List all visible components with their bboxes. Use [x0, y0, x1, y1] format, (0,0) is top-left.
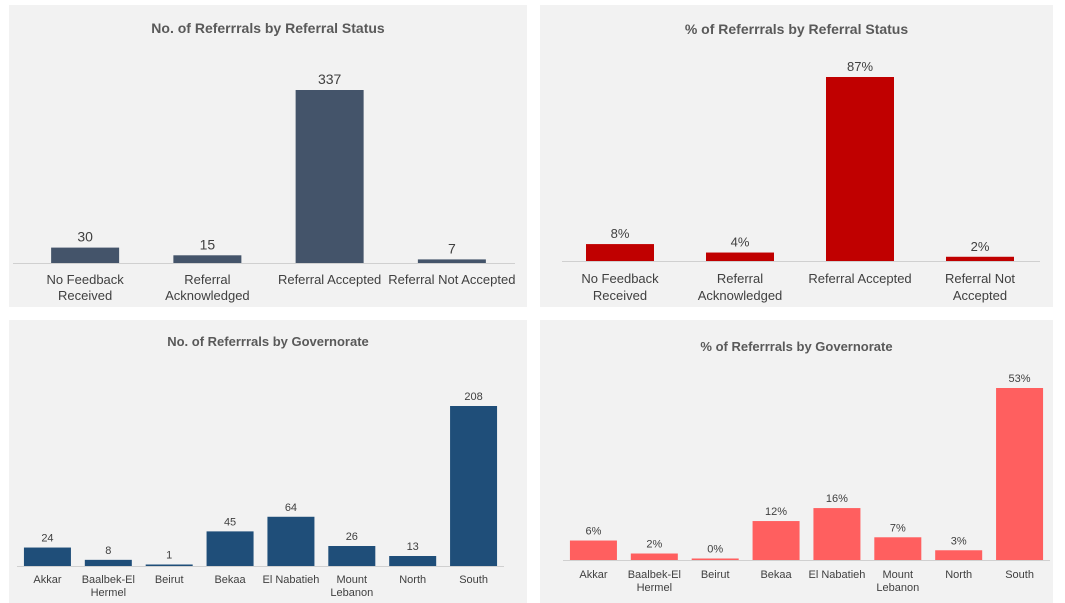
data-label: 2%: [646, 539, 662, 551]
data-label: 12%: [765, 506, 787, 518]
data-label: 0%: [707, 544, 723, 556]
data-label: 208: [464, 391, 482, 403]
bar: [996, 388, 1044, 560]
chart-title: No. of Referrrals by Governorate: [167, 334, 369, 349]
bar: [206, 531, 254, 566]
bar: [23, 547, 71, 566]
bar: [630, 553, 678, 560]
chart-status-percent: % of Referrrals by Referral Status 8% No F…: [562, 21, 1040, 303]
data-label: 53%: [1009, 373, 1031, 385]
category-label: El Nabatieh: [809, 569, 866, 581]
chart-panel-governorate-count: No. of Referrrals by Governorate 24 Akkar 8…: [9, 320, 527, 603]
category-label: Referral Acknowledged: [165, 272, 250, 303]
data-label: 30: [77, 229, 93, 245]
category-label: Mount Lebanon: [876, 569, 919, 594]
category-label: North: [399, 574, 426, 586]
bar: [752, 521, 800, 560]
bar: [569, 540, 617, 560]
data-label: 8: [105, 545, 111, 557]
data-label: 26: [346, 531, 358, 543]
data-label: 8%: [611, 226, 630, 241]
category-label: Akkar: [579, 569, 607, 581]
category-label: Beirut: [701, 569, 730, 581]
data-label: 16%: [826, 493, 848, 505]
chart-title: % of Referrrals by Governorate: [700, 339, 892, 354]
category-label: Referral Accepted: [278, 272, 381, 287]
bar: [389, 556, 437, 566]
category-label: Baalbek-El Hermel: [628, 569, 681, 594]
data-label: 6%: [585, 526, 601, 538]
category-label: Mount Lebanon: [330, 574, 373, 599]
chart-panel-status-percent: % of Referrrals by Referral Status 8% No F…: [540, 5, 1053, 307]
category-label: No Feedback Received: [581, 271, 659, 303]
category-label: South: [459, 574, 488, 586]
category-label: Bekaa: [760, 569, 792, 581]
category-label: Akkar: [33, 574, 61, 586]
category-label: Beirut: [155, 574, 184, 586]
category-label: Referral Acknowledged: [698, 271, 783, 303]
category-label: No Feedback Received: [46, 272, 124, 303]
data-label: 7: [448, 240, 456, 256]
data-label: 7%: [890, 522, 906, 534]
category-label: El Nabatieh: [263, 574, 320, 586]
category-label: Bekaa: [214, 574, 246, 586]
bar: [328, 546, 376, 566]
chart-status-count: No. of Referrrals by Referral Status 30 No…: [13, 20, 515, 303]
chart-panel-governorate-percent: % of Referrrals by Governorate 6% Akkar 2% B…: [540, 320, 1053, 603]
bar: [295, 90, 364, 263]
category-label: Referral Not Accepted: [388, 272, 515, 287]
bar: [51, 247, 120, 263]
data-label: 2%: [971, 239, 990, 254]
chart-governorate-count: No. of Referrrals by Governorate 24 Akkar 8…: [17, 334, 504, 599]
data-label: 1: [166, 550, 172, 562]
category-label: South: [1005, 569, 1034, 581]
bar: [706, 252, 774, 261]
bar: [417, 259, 486, 263]
data-label: 45: [224, 516, 236, 528]
bar: [267, 516, 315, 566]
data-label: 13: [407, 541, 419, 553]
bar: [826, 77, 894, 261]
data-label: 24: [41, 533, 53, 545]
bar: [450, 406, 498, 566]
bar: [586, 244, 654, 261]
bar: [145, 564, 193, 566]
data-label: 3%: [951, 535, 967, 547]
bar: [173, 255, 242, 263]
bar: [874, 537, 922, 560]
data-label: 15: [200, 236, 216, 252]
data-label: 337: [318, 71, 342, 87]
bar: [813, 508, 861, 560]
category-label: Referral Not Accepted: [945, 271, 1015, 303]
chart-governorate-percent: % of Referrrals by Governorate 6% Akkar 2% B…: [563, 339, 1050, 594]
category-label: Baalbek-El Hermel: [82, 574, 135, 599]
category-label: Referral Accepted: [808, 271, 911, 286]
chart-title: % of Referrrals by Referral Status: [685, 21, 909, 37]
chart-panel-status-count: No. of Referrrals by Referral Status 30 No…: [9, 5, 527, 307]
bar: [946, 256, 1014, 261]
data-label: 4%: [731, 235, 750, 250]
data-label: 87%: [847, 59, 873, 74]
bar: [935, 550, 983, 560]
category-label: North: [945, 569, 972, 581]
bar: [691, 558, 739, 560]
data-label: 64: [285, 502, 297, 514]
chart-title: No. of Referrrals by Referral Status: [151, 20, 385, 36]
bar: [84, 559, 132, 566]
